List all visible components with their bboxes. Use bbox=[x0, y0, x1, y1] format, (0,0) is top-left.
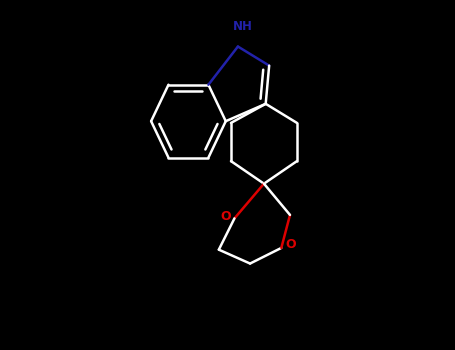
Text: O: O bbox=[286, 238, 296, 251]
Text: O: O bbox=[221, 210, 231, 223]
Text: NH: NH bbox=[233, 20, 253, 33]
